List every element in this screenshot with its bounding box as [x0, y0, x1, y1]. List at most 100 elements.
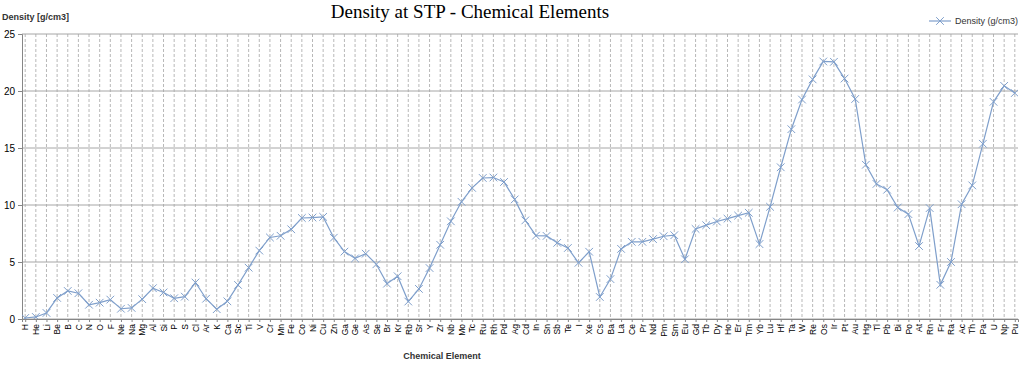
- x-tick: Ta: [787, 319, 797, 333]
- x-grid-line: [418, 34, 419, 319]
- x-tick: Sc: [233, 319, 243, 334]
- x-axis-title: Chemical Element: [403, 351, 481, 361]
- x-tick-mark: [1015, 319, 1016, 322]
- x-grid-line: [1004, 34, 1005, 319]
- x-grid-line: [706, 34, 707, 319]
- x-tick: C: [74, 319, 84, 330]
- x-tick: Ir: [829, 319, 839, 329]
- series-marker: [160, 289, 168, 297]
- x-tick: As: [361, 319, 371, 334]
- x-tick-label: Np: [999, 324, 1009, 335]
- x-tick-mark: [983, 319, 984, 322]
- x-tick: K: [212, 319, 222, 330]
- x-tick: Eu: [680, 319, 690, 334]
- background: [0, 0, 1024, 368]
- x-tick-label: I: [574, 324, 584, 326]
- series-line: [25, 61, 1015, 318]
- series-marker: [745, 209, 753, 217]
- series-marker: [234, 281, 242, 289]
- series-marker: [85, 301, 93, 309]
- series-marker: [458, 198, 466, 206]
- series-marker: [958, 200, 966, 208]
- x-tick-mark: [185, 319, 186, 322]
- x-grid-line: [780, 34, 781, 319]
- x-tick-mark: [749, 319, 750, 322]
- x-tick: Th: [967, 319, 977, 334]
- x-grid-line: [269, 34, 270, 319]
- series-marker: [43, 309, 51, 317]
- x-grid-line: [950, 34, 951, 319]
- x-tick: Gd: [691, 319, 701, 335]
- x-grid-line: [131, 34, 132, 319]
- x-tick: Kr: [393, 319, 403, 333]
- x-tick: Pt: [840, 319, 850, 332]
- x-tick-mark: [238, 319, 239, 322]
- x-grid-line: [621, 34, 622, 319]
- x-grid-line: [174, 34, 175, 319]
- x-tick-mark: [376, 319, 377, 322]
- x-tick-label: Er: [733, 324, 743, 333]
- x-grid-line: [770, 34, 771, 319]
- series-marker: [756, 240, 764, 248]
- x-tick-label: F: [106, 324, 116, 329]
- x-tick-mark: [525, 319, 526, 322]
- x-tick-label: Ge: [350, 324, 360, 336]
- y-tick-mark: [18, 319, 22, 320]
- series-marker: [777, 163, 785, 171]
- series-marker: [968, 182, 976, 190]
- x-tick-label: B: [63, 324, 73, 330]
- x-tick: Rh: [489, 319, 499, 335]
- series-marker: [1000, 82, 1008, 90]
- x-tick: Si: [159, 319, 169, 332]
- series-marker: [128, 304, 136, 312]
- series-marker: [521, 217, 529, 225]
- series-marker: [277, 232, 285, 240]
- x-grid-line: [567, 34, 568, 319]
- x-grid-line: [259, 34, 260, 319]
- x-tick-label: As: [361, 324, 371, 334]
- x-tick-mark: [313, 319, 314, 322]
- x-tick: Yb: [755, 319, 765, 334]
- x-tick: Cr: [265, 319, 275, 333]
- x-tick: Cs: [595, 319, 605, 334]
- x-tick: Xe: [584, 319, 594, 334]
- series-marker: [309, 214, 317, 222]
- legend: Density (g/cm3): [929, 16, 1018, 26]
- x-tick: Zn: [329, 319, 339, 334]
- legend-label: Density (g/cm3): [955, 16, 1018, 26]
- x-grid-line: [450, 34, 451, 319]
- x-tick: Sn: [542, 319, 552, 334]
- x-tick-label: Be: [52, 324, 62, 335]
- x-tick: Br: [382, 319, 392, 333]
- x-grid-line: [855, 34, 856, 319]
- series-marker: [809, 76, 817, 84]
- x-tick-mark: [536, 319, 537, 322]
- x-tick-label: In: [531, 324, 541, 331]
- series-marker: [245, 264, 253, 272]
- series-marker: [298, 214, 306, 222]
- y-tick-label: 5: [9, 257, 15, 268]
- x-tick: Ni: [308, 319, 318, 332]
- x-tick: S: [180, 319, 190, 330]
- x-tick: Er: [733, 319, 743, 333]
- x-tick: F: [106, 319, 116, 329]
- x-tick: Ca: [223, 319, 233, 335]
- x-tick: Lu: [765, 319, 775, 333]
- x-tick: U: [989, 319, 999, 330]
- x-grid-line: [227, 34, 228, 319]
- series-marker: [936, 281, 944, 289]
- series-marker: [553, 239, 561, 247]
- x-tick: Dy: [712, 319, 722, 334]
- x-tick-label: Hg: [861, 324, 871, 335]
- x-tick-mark: [259, 319, 260, 322]
- x-tick-mark: [579, 319, 580, 322]
- y-tick-label: 15: [4, 143, 16, 154]
- x-tick: Cd: [521, 319, 531, 335]
- x-tick: Pa: [978, 319, 988, 334]
- x-tick-mark: [110, 319, 111, 322]
- x-tick-label: Pt: [840, 323, 850, 332]
- x-grid-line: [759, 34, 760, 319]
- x-tick: Zr: [435, 319, 445, 332]
- y-grid-line: [22, 34, 1018, 35]
- x-tick-label: Pb: [882, 324, 892, 335]
